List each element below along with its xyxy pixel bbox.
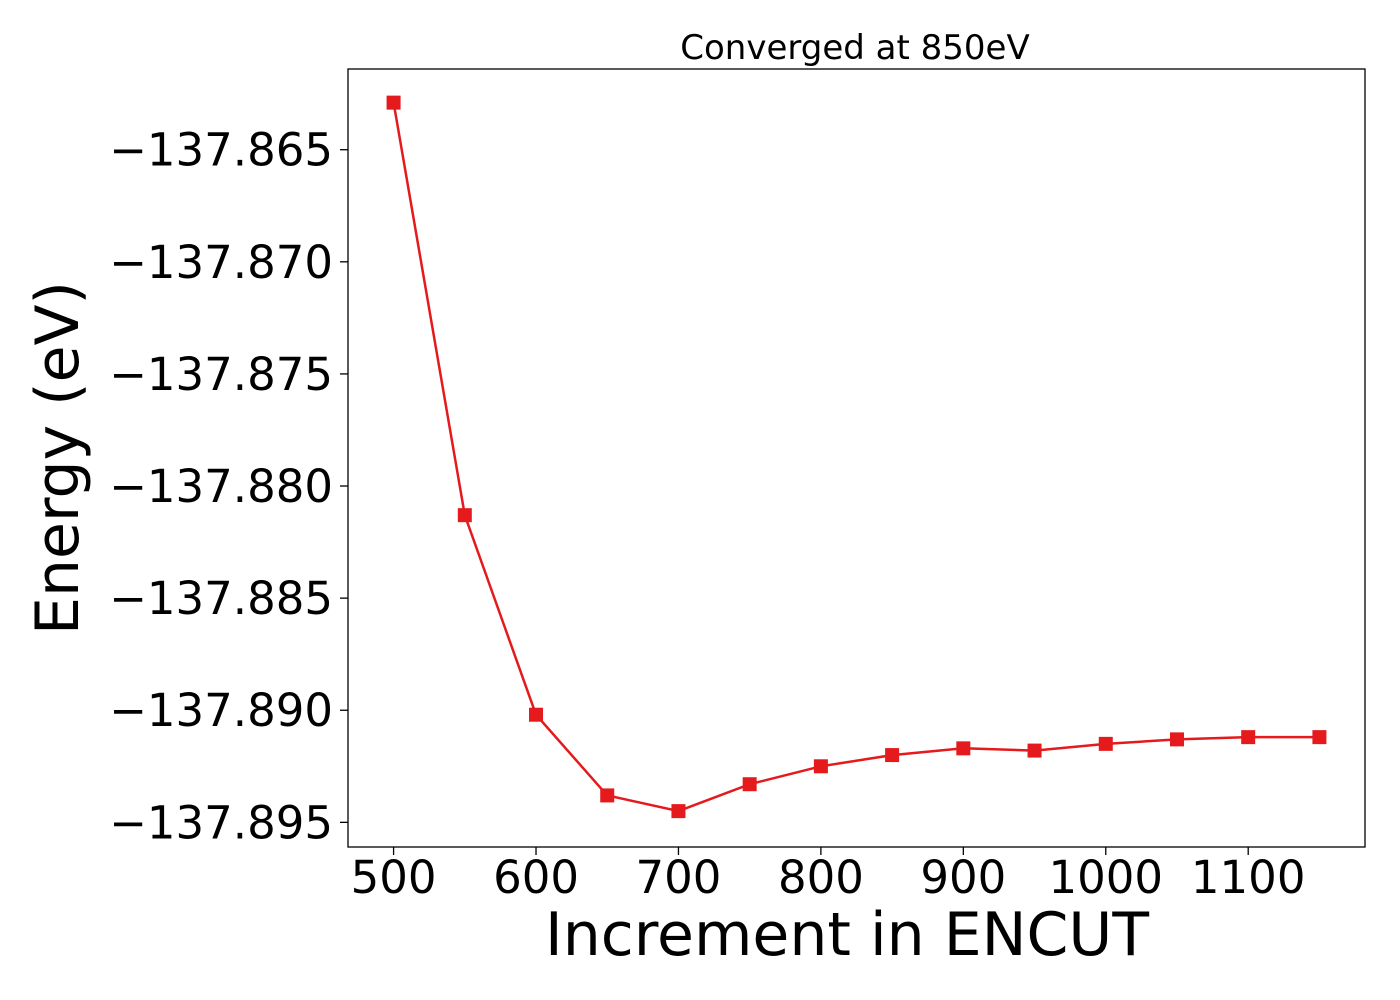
x-axis: 500 600 700 800 900 1000 1100 [351,847,1306,904]
y-tick-label: −137.895 [109,796,333,849]
series-markers [386,95,1327,819]
data-point-marker [813,759,828,774]
data-point-marker [1098,736,1113,751]
x-tick-label: 900 [920,851,1006,904]
chart-title: Converged at 850eV [680,28,1029,68]
x-tick-label: 500 [351,851,437,904]
data-point-marker [956,741,971,756]
data-point-marker [386,95,401,110]
data-point-marker [457,508,472,523]
x-axis-title: Increment in ENCUT [545,900,1149,970]
x-tick-label: 600 [493,851,579,904]
data-point-marker [1169,732,1184,747]
y-tick-label: −137.880 [109,460,333,513]
data-point-marker [885,748,900,763]
data-point-marker [671,804,686,819]
x-tick-label: 1000 [1048,851,1163,904]
data-point-marker [529,707,544,722]
data-point-marker [1241,730,1256,745]
y-tick-label: −137.865 [109,124,333,177]
y-tick-label: −137.885 [109,572,333,625]
plot-frame [347,68,1366,848]
data-point-marker [742,777,757,792]
x-tick-label: 1100 [1191,851,1306,904]
y-axis-title: Energy (eV) [23,281,93,635]
data-point-marker [1027,743,1042,758]
x-tick-label: 800 [778,851,864,904]
data-point-marker [1312,730,1327,745]
x-tick-label: 700 [636,851,722,904]
series-line [392,102,1320,813]
y-tick-label: −137.890 [109,684,333,737]
data-point-marker [600,788,615,803]
y-axis: −137.865 −137.870 −137.875 −137.880 −137.885… [109,124,348,849]
y-tick-label: −137.875 [109,348,333,401]
y-tick-label: −137.870 [109,236,333,289]
